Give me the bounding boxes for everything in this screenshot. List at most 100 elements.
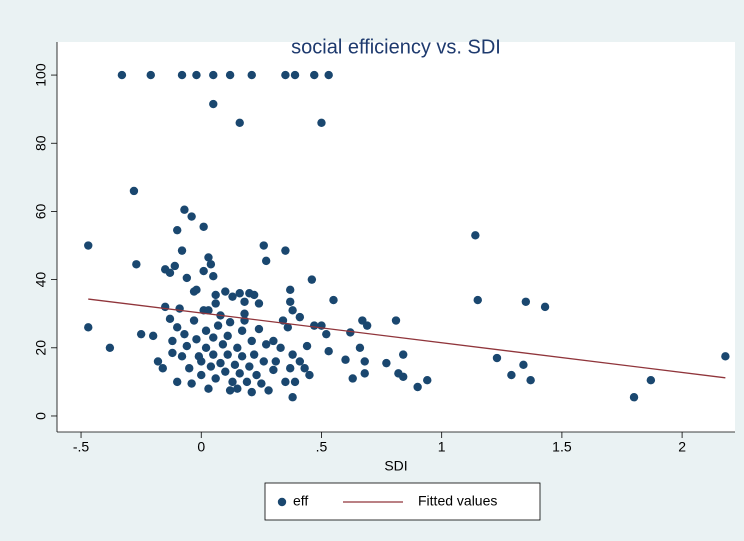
point — [362, 321, 372, 330]
point — [249, 290, 259, 300]
point — [182, 273, 192, 283]
point — [165, 314, 175, 324]
point — [346, 328, 355, 337]
point — [329, 295, 338, 305]
point — [492, 353, 502, 363]
point — [225, 318, 235, 327]
point — [117, 70, 127, 80]
point — [192, 70, 201, 80]
point — [382, 358, 391, 368]
point — [211, 374, 220, 383]
point — [399, 350, 408, 359]
point — [290, 377, 300, 387]
point — [355, 343, 365, 352]
point — [252, 370, 261, 380]
point — [261, 340, 271, 349]
point — [240, 297, 249, 306]
point — [295, 357, 305, 366]
point — [136, 329, 146, 339]
point — [177, 352, 187, 361]
point — [254, 324, 264, 334]
point — [471, 231, 480, 240]
point — [182, 341, 192, 351]
point — [199, 222, 208, 231]
point — [216, 358, 225, 368]
point — [348, 374, 357, 383]
point — [288, 350, 297, 359]
point — [228, 377, 237, 387]
point — [286, 297, 295, 306]
point — [276, 343, 285, 352]
point — [317, 118, 326, 127]
point — [187, 212, 196, 221]
point — [281, 377, 290, 387]
point — [269, 336, 278, 346]
point — [206, 362, 216, 371]
point — [180, 329, 189, 339]
x-tick-label: 2 — [678, 439, 686, 455]
point — [473, 295, 482, 305]
point — [185, 364, 194, 373]
y-tick-label: 40 — [33, 272, 49, 288]
point — [237, 352, 247, 361]
point — [286, 285, 295, 295]
point — [211, 290, 220, 300]
point — [170, 261, 180, 271]
point — [261, 256, 271, 266]
point — [302, 341, 312, 351]
point — [153, 357, 163, 366]
point — [521, 297, 531, 306]
legend-label: Fitted values — [418, 493, 497, 509]
legend-label: eff — [293, 493, 308, 509]
point — [413, 382, 422, 392]
point — [259, 357, 268, 366]
point — [223, 350, 232, 359]
point — [206, 260, 216, 269]
point — [180, 205, 189, 214]
point — [223, 331, 232, 341]
point — [281, 246, 290, 255]
point — [129, 186, 139, 196]
point — [310, 321, 319, 330]
point — [288, 393, 297, 402]
point — [204, 306, 213, 315]
point — [286, 364, 295, 373]
point — [221, 287, 230, 296]
point — [249, 350, 259, 359]
point — [132, 260, 141, 269]
y-tick-label: 80 — [33, 135, 49, 151]
point — [254, 299, 264, 308]
point — [221, 367, 230, 376]
point — [235, 289, 244, 298]
point — [399, 372, 408, 381]
point — [247, 70, 256, 80]
point — [204, 253, 213, 262]
point — [187, 379, 196, 388]
point — [322, 329, 331, 339]
point — [721, 352, 730, 361]
point — [269, 365, 278, 375]
point — [310, 70, 319, 80]
point — [177, 246, 187, 255]
point — [168, 348, 177, 358]
point — [540, 302, 550, 312]
point — [213, 321, 223, 330]
plot-area — [57, 42, 735, 432]
point — [192, 335, 201, 344]
fit-line — [88, 298, 726, 379]
point — [173, 225, 182, 235]
point — [283, 323, 293, 332]
point — [341, 355, 350, 364]
point — [173, 323, 182, 332]
point — [84, 323, 93, 332]
point — [177, 70, 187, 80]
point — [225, 386, 235, 395]
point — [281, 70, 290, 80]
point — [247, 336, 256, 346]
point — [264, 386, 273, 395]
point — [646, 375, 656, 385]
point — [307, 275, 317, 284]
point — [165, 268, 175, 277]
point — [148, 331, 158, 341]
